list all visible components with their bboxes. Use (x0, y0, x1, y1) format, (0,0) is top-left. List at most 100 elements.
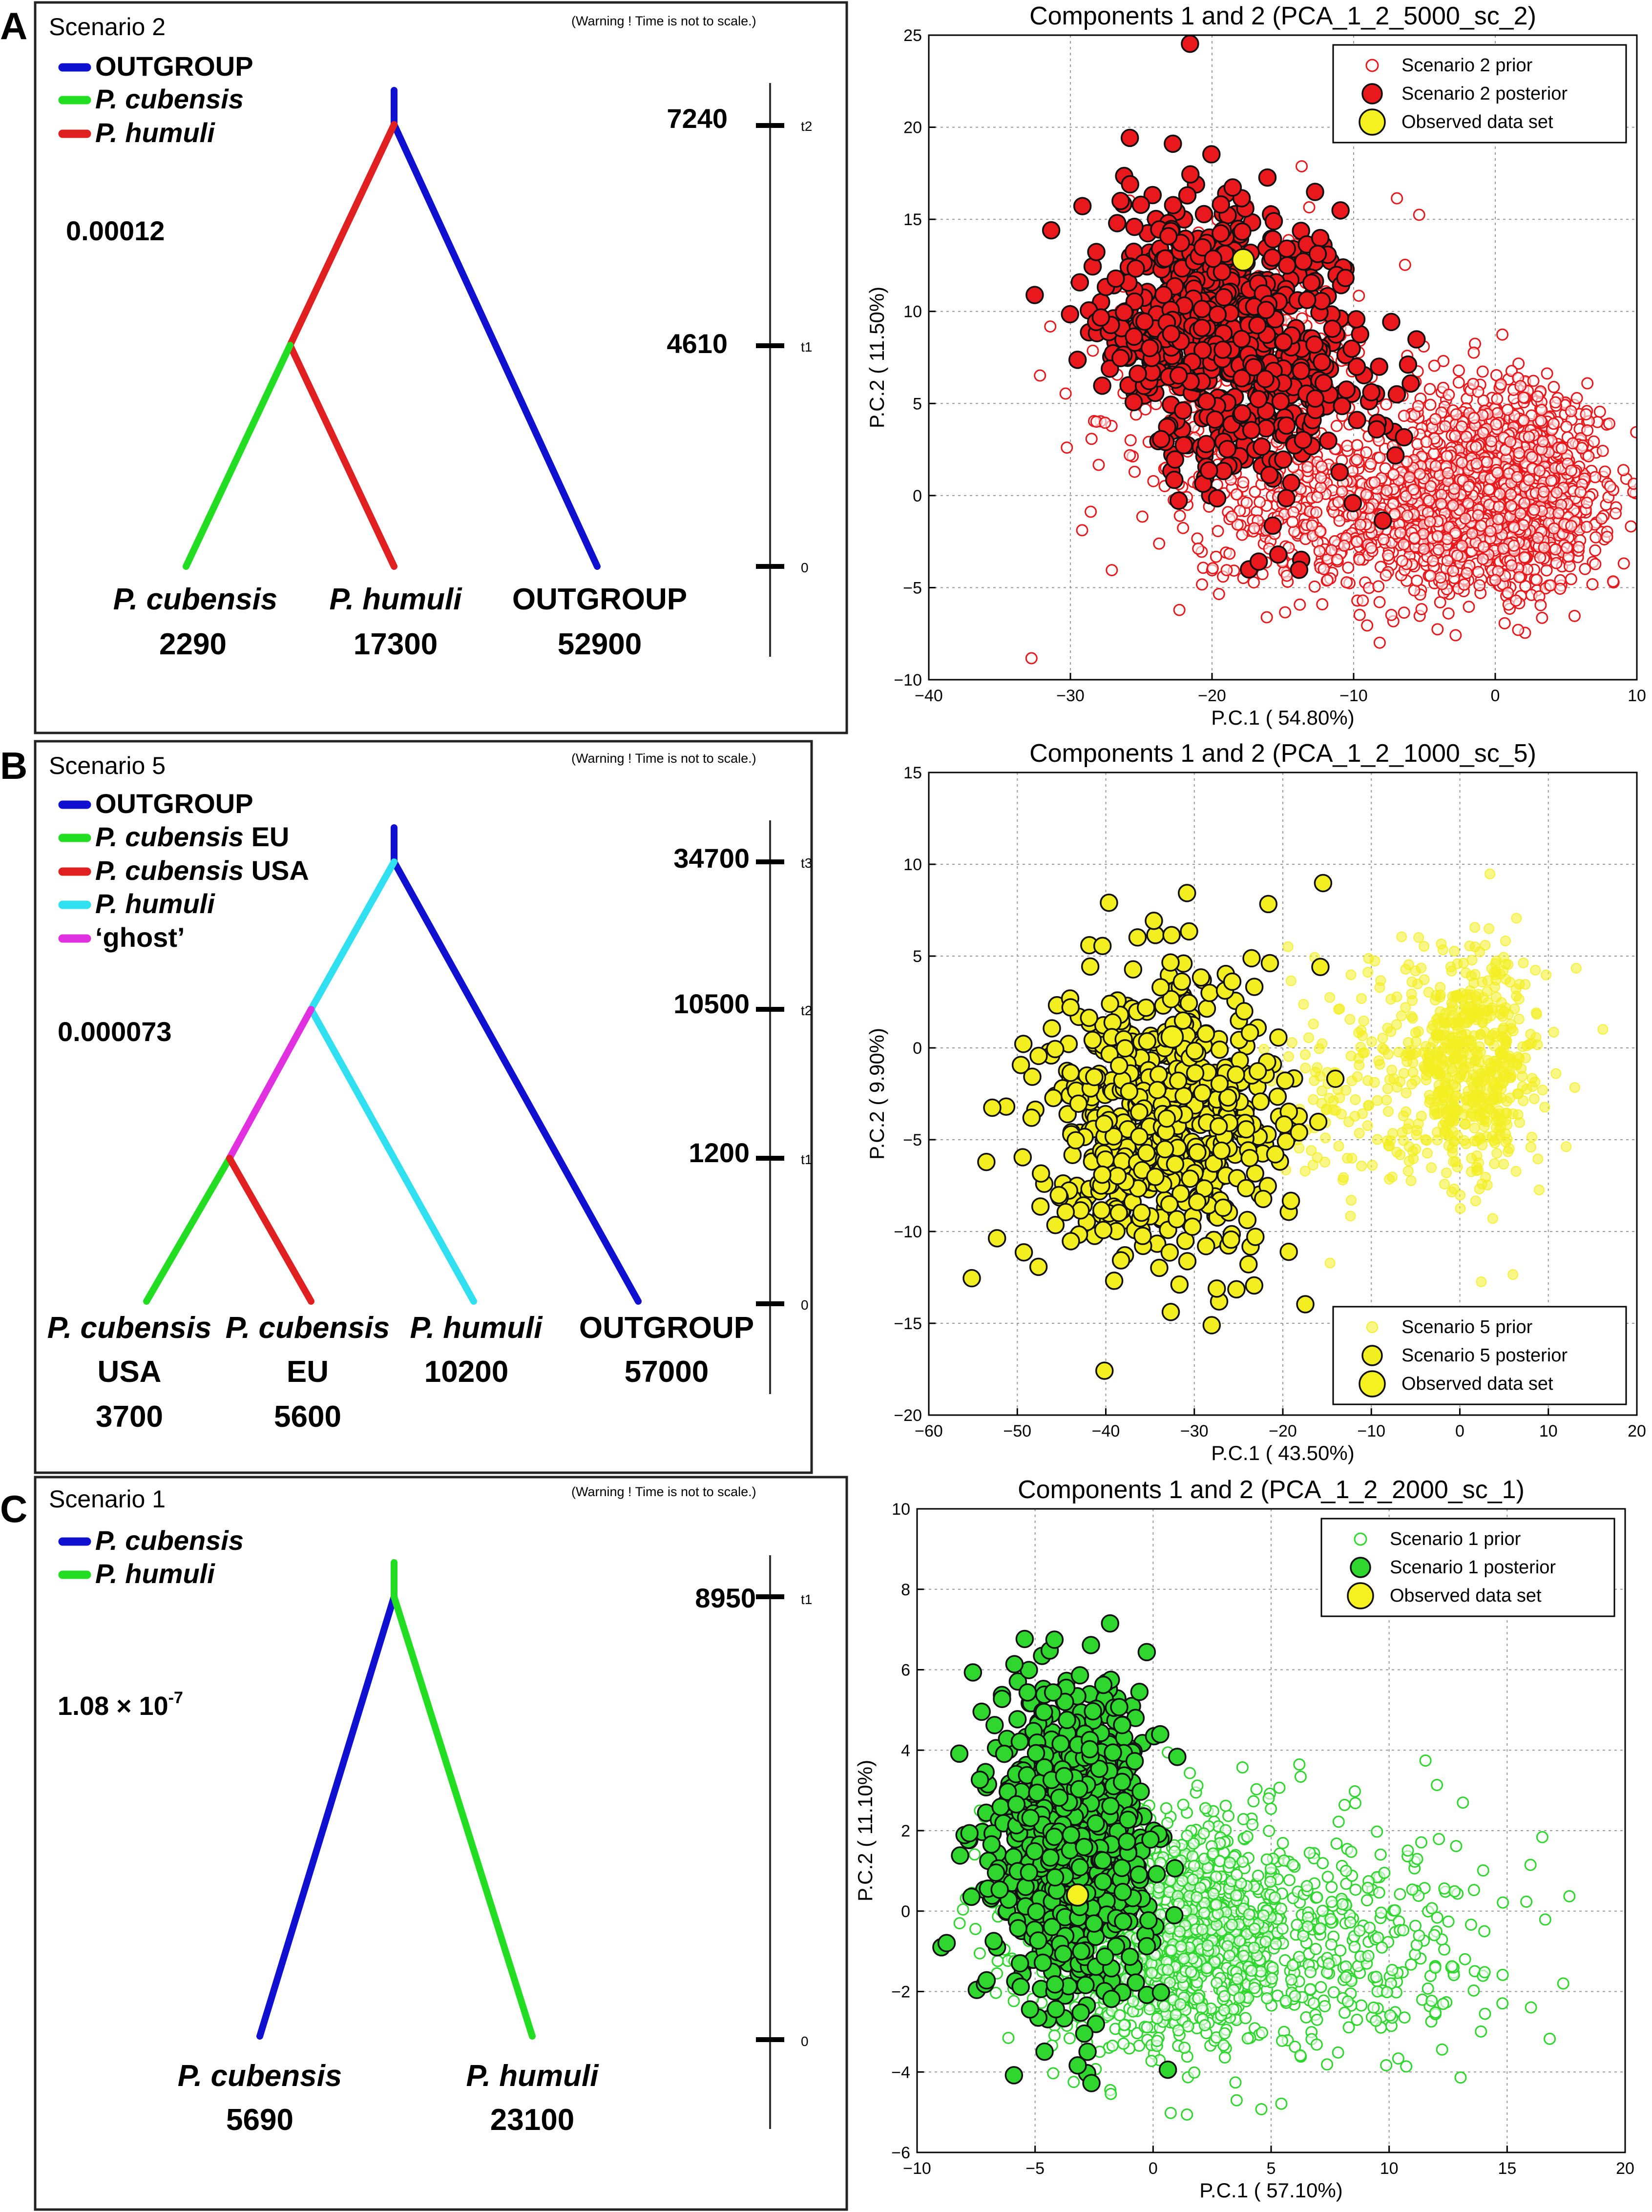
posterior-point (1343, 494, 1362, 513)
posterior-point (1133, 1227, 1152, 1245)
prior-point (1085, 505, 1097, 518)
legend-entry: Observed data set (1401, 1374, 1553, 1394)
prior-point (1433, 1108, 1444, 1119)
posterior-point (1204, 250, 1223, 268)
prior-point (1528, 1093, 1540, 1105)
prior-point (1490, 991, 1502, 1002)
time-label: t1 (801, 1152, 812, 1167)
prior-point (1403, 1155, 1415, 1167)
prior-point (1497, 542, 1509, 555)
prior-point (1312, 1152, 1323, 1163)
prior-point (1487, 1213, 1498, 1224)
posterior-point (1209, 1117, 1228, 1136)
prior-point (1459, 1119, 1470, 1130)
posterior-point (1168, 1210, 1186, 1229)
posterior-point (1251, 1092, 1270, 1111)
posterior-point (1011, 1056, 1030, 1074)
posterior-point (1214, 288, 1234, 307)
prior-point (1164, 2107, 1177, 2119)
posterior-point (1245, 978, 1264, 996)
posterior-point (1401, 374, 1420, 393)
x-tick-label: −10 (1357, 1422, 1385, 1440)
prior-point (1468, 1004, 1479, 1016)
prior-point (1220, 564, 1233, 577)
time-value: 8950 (695, 1583, 756, 1613)
posterior-point (1161, 1303, 1180, 1321)
posterior-point (1222, 1230, 1240, 1249)
prior-point (1407, 1013, 1418, 1024)
prior-point (1061, 441, 1073, 454)
prior-point (1513, 571, 1526, 584)
prior-point (1528, 503, 1541, 516)
posterior-point (1120, 1082, 1139, 1101)
panel-b-leaves: P. cubensis USA 3700 P. cubensis EU 5600… (47, 1311, 754, 1434)
prior-point (1372, 1095, 1383, 1106)
prior-point (1485, 1066, 1496, 1077)
prior-point (1517, 1041, 1528, 1052)
x-tick-label: −30 (1180, 1422, 1209, 1440)
x-tick-label: 10 (1628, 687, 1646, 705)
branch-cubensis-usa (143, 1155, 233, 1305)
posterior-point (1081, 957, 1100, 976)
prior-point (1428, 359, 1441, 372)
prior-point (1526, 451, 1538, 463)
prior-point (1455, 420, 1468, 433)
prior-point (1512, 357, 1525, 370)
prior-point (1294, 598, 1306, 611)
prior-point (1505, 977, 1516, 988)
posterior-point (1197, 999, 1216, 1018)
prior-point (1314, 1043, 1325, 1054)
legend-label: OUTGROUP (95, 51, 253, 82)
prior-point (1469, 922, 1481, 933)
posterior-point (1115, 303, 1133, 322)
posterior-point (1239, 1255, 1258, 1273)
panel-a-time-axis: 7240 4610 t2 t1 0 (667, 83, 812, 657)
prior-point (1561, 542, 1573, 554)
prior-point (1403, 471, 1416, 483)
prior-point (1372, 1134, 1383, 1145)
posterior-point (1197, 1237, 1215, 1255)
prior-point (1330, 419, 1343, 432)
prior-point (1464, 1048, 1475, 1059)
prior-point (1470, 458, 1483, 470)
prior-point (1511, 990, 1522, 1002)
prior-point (1147, 475, 1160, 487)
prior-point (1493, 1108, 1505, 1120)
posterior-point (1093, 376, 1111, 395)
prior-point (1461, 567, 1473, 580)
posterior-point (1290, 1123, 1308, 1142)
prior-point (1352, 1071, 1363, 1082)
posterior-point (1223, 972, 1242, 991)
prior-point (1547, 417, 1560, 430)
prior-point (1338, 540, 1351, 552)
prior-point (1541, 367, 1553, 380)
prior-point (1514, 380, 1527, 393)
posterior-point (1029, 1257, 1048, 1276)
prior-point (1424, 398, 1437, 411)
posterior-point (1208, 305, 1227, 324)
posterior-point (1237, 1120, 1255, 1139)
x-tick-label: −50 (1003, 1422, 1031, 1440)
time-label: t3 (801, 856, 812, 871)
leaf-size: 5690 (226, 2103, 293, 2137)
prior-point (1388, 508, 1401, 521)
prior-point (1394, 526, 1407, 539)
prior-point (1448, 1039, 1459, 1050)
prior-point (1391, 192, 1403, 205)
panel-a-leaves: P. cubensis 2290 P. humuli 17300 OUTGROU… (113, 583, 687, 661)
time-label: 0 (801, 560, 809, 575)
prior-point (1442, 1109, 1453, 1120)
panel-a-tree: A Scenario 2 (Warning ! Time is not to s… (0, 1, 848, 734)
posterior-point (1022, 1108, 1041, 1127)
prior-point (1382, 1048, 1394, 1060)
prior-point (1333, 1141, 1344, 1152)
x-tick-label: −20 (1198, 687, 1226, 705)
posterior-point (1269, 1028, 1288, 1047)
posterior-point (1170, 491, 1188, 510)
posterior-point (1266, 1145, 1285, 1164)
prior-point (1442, 607, 1455, 620)
prior-point (1249, 485, 1261, 498)
posterior-point (1256, 370, 1275, 388)
y-tick-label: −5 (903, 579, 922, 597)
